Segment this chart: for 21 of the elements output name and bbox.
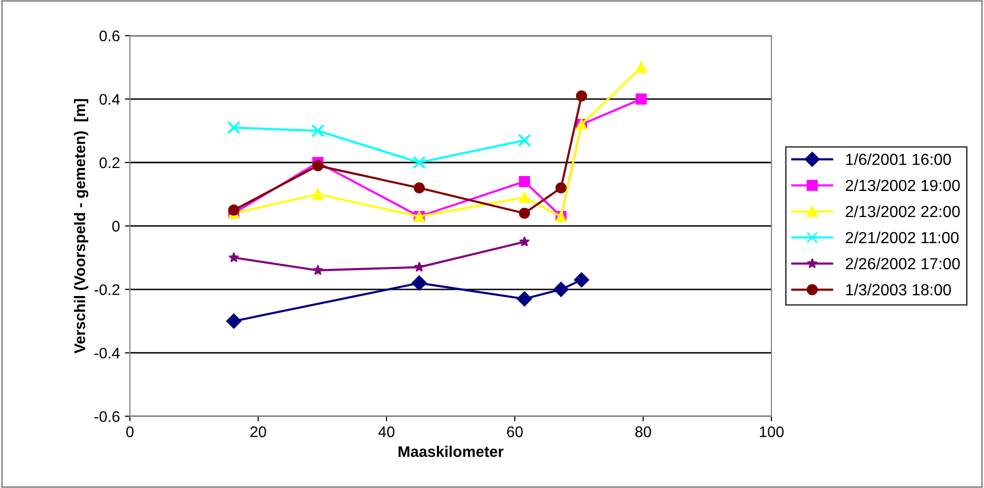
y-tick-label: -0.2 — [94, 284, 120, 296]
x-tick-label: 80 — [635, 426, 652, 438]
y-tick-label: 0 — [112, 220, 120, 232]
y-tick-label: 0.2 — [100, 157, 120, 168]
legend-label: 1/3/2003 18:00 — [846, 284, 951, 296]
x-tick-label: 40 — [378, 426, 394, 438]
y-tick-label: -0.4 — [94, 348, 120, 359]
legend-label: 2/13/2002 22:00 — [846, 205, 960, 218]
legend-label: 1/6/2001 16:00 — [846, 153, 951, 166]
y-tick-label: -0.6 — [94, 411, 120, 422]
x-tick-label: 60 — [507, 426, 523, 438]
legend-label: 2/13/2002 19:00 — [846, 179, 960, 192]
x-tick-label: 20 — [250, 426, 266, 438]
x-tick-label: 100 — [760, 426, 784, 438]
y-tick-label: 0.6 — [100, 30, 120, 42]
x-axis-title: Maaskilometer — [398, 446, 504, 458]
legend-label: 2/21/2002 11:00 — [846, 232, 959, 244]
x-tick-label: 0 — [126, 426, 134, 438]
y-tick-label: 0.4 — [100, 94, 120, 105]
legend-label: 2/26/2002 17:00 — [846, 258, 960, 270]
y-axis-title: Verschil (Voorspeld - gemeten) [m] — [74, 99, 88, 354]
